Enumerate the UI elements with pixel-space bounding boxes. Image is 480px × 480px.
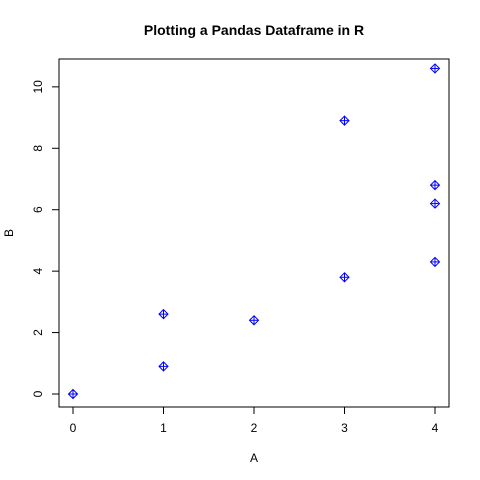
- plot-frame: [58, 58, 450, 408]
- data-point: [248, 315, 260, 326]
- data-points: [67, 63, 441, 400]
- x-tick-label: 4: [432, 421, 439, 435]
- data-point: [158, 361, 169, 372]
- x-tick-label: 1: [160, 421, 167, 435]
- data-point: [429, 179, 441, 191]
- data-point: [429, 256, 441, 268]
- y-tick-label: 6: [31, 206, 45, 213]
- y-tick-label: 8: [31, 145, 45, 152]
- chart-title: Plotting a Pandas Dataframe in R: [144, 22, 364, 38]
- y-tick-label: 2: [31, 329, 45, 336]
- data-point: [339, 272, 350, 283]
- y-tick-label: 10: [31, 80, 45, 94]
- y-tick-label: 4: [31, 267, 45, 274]
- y-tick-label: 0: [31, 390, 45, 397]
- data-point: [429, 63, 441, 74]
- x-tick-label: 3: [341, 421, 348, 435]
- data-point: [429, 198, 441, 209]
- data-point: [339, 115, 350, 126]
- x-tick-label: 0: [70, 421, 77, 435]
- data-point: [158, 308, 169, 320]
- x-axis-label: A: [250, 451, 258, 465]
- y-axis: 0 2 4 6 8 10: [31, 80, 59, 397]
- data-point: [67, 388, 79, 400]
- x-axis: 0 1 2 3 4: [70, 407, 439, 435]
- y-axis-label: B: [2, 229, 16, 237]
- x-tick-label: 2: [251, 421, 258, 435]
